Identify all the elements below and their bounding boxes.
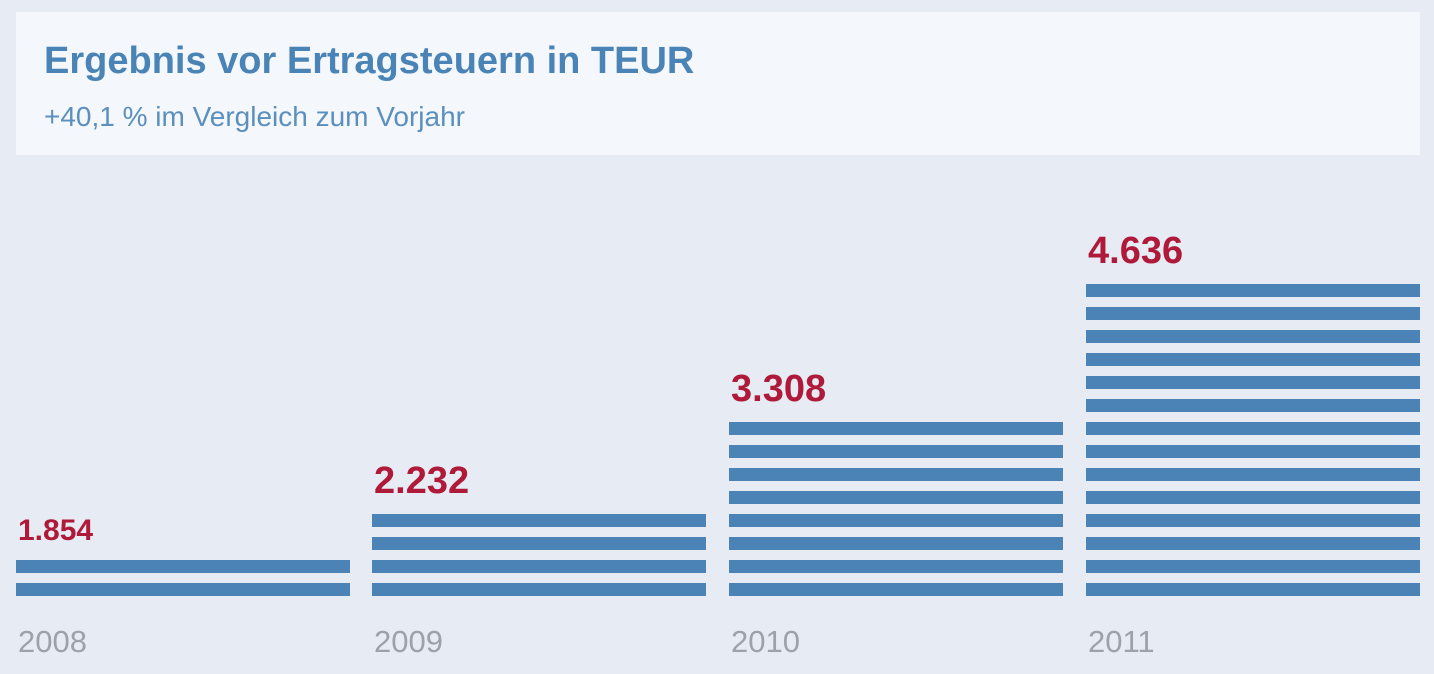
value-label-2009: 2.232 [374,460,470,502]
year-label-2009: 2009 [374,624,443,659]
chart-subtitle: +40,1 % im Vergleich zum Vorjahr [44,101,465,132]
bar-stripe-2011 [1086,353,1420,366]
value-label-2008: 1.854 [18,514,94,547]
bar-stripe-2011 [1086,399,1420,412]
bar-stripe-2008 [16,583,350,596]
bar-stripe-2009 [372,537,706,550]
chart-title: Ergebnis vor Ertragsteuern in TEUR [44,40,695,82]
bar-stripe-2010 [729,583,1063,596]
bar-stripe-2010 [729,445,1063,458]
bar-stripe-2011 [1086,468,1420,481]
year-label-2011: 2011 [1088,624,1155,659]
bar-stripe-2011 [1086,537,1420,550]
bar-stripe-2011 [1086,330,1420,343]
value-label-2011: 4.636 [1088,230,1184,272]
year-label-2010: 2010 [731,624,800,659]
bar-stripe-2011 [1086,560,1420,573]
bar-stripe-2008 [16,560,350,573]
bar-stripe-2009 [372,560,706,573]
bar-stripe-2011 [1086,307,1420,320]
chart-header: Ergebnis vor Ertragsteuern in TEUR +40,1… [16,12,1420,155]
year-label-2008: 2008 [18,624,87,659]
bar-stripe-2010 [729,491,1063,504]
bar-stripe-2011 [1086,514,1420,527]
bar-stripe-2011 [1086,376,1420,389]
bar-stripe-2010 [729,422,1063,435]
bar-stripe-2010 [729,537,1063,550]
bar-stripe-2009 [372,514,706,527]
bar-stripe-2011 [1086,491,1420,504]
bar-stripe-2010 [729,560,1063,573]
bar-stripe-2011 [1086,284,1420,297]
bar-stripe-2010 [729,468,1063,481]
bar-stripe-2011 [1086,422,1420,435]
value-label-2010: 3.308 [731,368,827,410]
bar-stripe-2011 [1086,445,1420,458]
bar-stripe-2010 [729,514,1063,527]
bar-stripe-2011 [1086,583,1420,596]
bar-stripe-2009 [372,583,706,596]
